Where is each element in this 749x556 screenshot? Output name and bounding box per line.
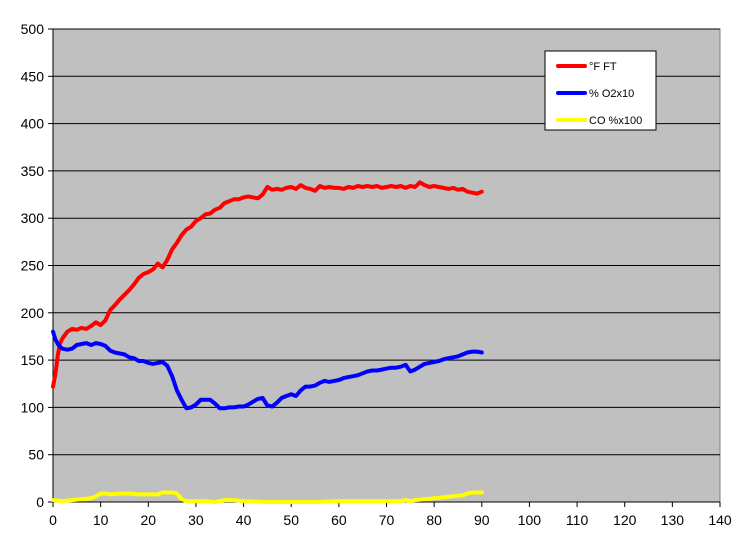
y-tick-label: 50 (28, 447, 44, 463)
legend-label: % O2x10 (589, 88, 634, 100)
x-tick-label: 60 (331, 512, 347, 528)
y-tick-label: 150 (21, 352, 45, 368)
series-line-1 (51, 180, 484, 389)
x-tick-label: 120 (613, 512, 637, 528)
series-lines (51, 180, 484, 504)
grid-lines (53, 28, 720, 456)
y-tick-label: 350 (21, 163, 45, 179)
y-tick-label: 450 (21, 68, 45, 84)
x-tick-label: 100 (518, 512, 542, 528)
series-line-3 (51, 490, 484, 504)
y-tick-label: 0 (36, 494, 44, 510)
x-tick-label: 20 (140, 512, 156, 528)
x-tick-label: 130 (661, 512, 685, 528)
series-line-2 (51, 329, 484, 411)
y-tick-label: 500 (21, 21, 45, 37)
x-tick-label: 50 (283, 512, 299, 528)
legend-label: CO %x100 (589, 115, 642, 127)
legend: °F FT % O2x10 CO %x100 (544, 50, 657, 131)
x-tick-label: 110 (566, 512, 589, 528)
y-tick-label: 250 (21, 258, 45, 274)
x-tick-label: 140 (708, 512, 732, 528)
x-axis-ticks: 0 10 20 30 40 50 60 70 80 90 100 110 120 130 140 (49, 502, 732, 528)
y-axis-ticks: 0 50 100 150 200 250 300 350 400 450 500 (21, 21, 53, 510)
x-tick-label: 70 (379, 512, 395, 528)
y-tick-label: 300 (21, 210, 45, 226)
x-tick-label: 10 (93, 512, 109, 528)
y-tick-label: 200 (21, 305, 45, 321)
y-tick-label: 100 (21, 399, 45, 415)
x-tick-label: 40 (236, 512, 252, 528)
y-tick-label: 400 (21, 116, 45, 132)
legend-label: °F FT (589, 61, 617, 73)
x-tick-label: 80 (426, 512, 442, 528)
x-tick-label: 90 (474, 512, 490, 528)
x-tick-label: 30 (188, 512, 204, 528)
x-tick-label: 0 (49, 512, 57, 528)
